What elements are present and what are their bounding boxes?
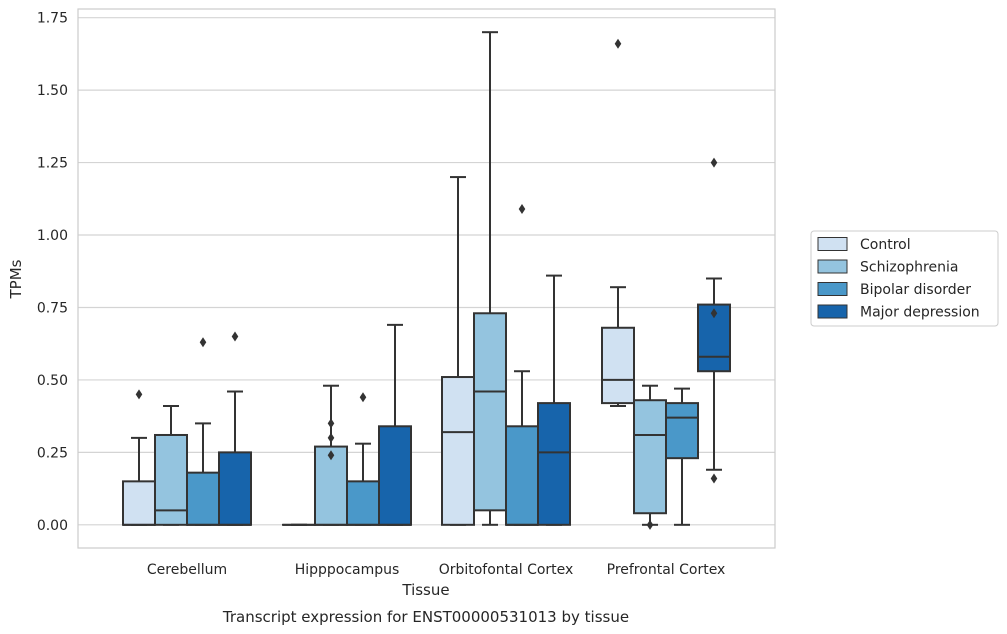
x-axis-title: Tissue [401,581,449,599]
iqr-box [186,471,220,526]
outlier-point [135,389,143,400]
box-1-2 [346,392,380,526]
legend-frame [810,230,999,327]
box-0-1 [154,405,188,526]
box-2-3 [537,274,571,526]
box-3-1 [633,384,667,530]
y-tick-label: 1.75 [37,11,68,27]
plot-frame [77,8,776,549]
outlier-point [710,308,718,319]
outlier-point [327,432,335,443]
outlier-point [614,38,622,49]
x-tick-label: Cerebellum [147,562,227,578]
y-tick-label: 0.75 [37,300,68,316]
box-3-3 [697,157,731,484]
box-3-0 [601,38,635,408]
iqr-box [537,402,571,526]
legend-swatch [817,282,848,296]
iqr-box [601,326,635,405]
outlier-point [231,331,239,342]
box-1-1 [314,384,348,526]
outlier-point [710,157,718,168]
iqr-box [665,402,699,460]
iqr-box [218,451,252,526]
legend-swatch [817,259,848,274]
x-tick-label: Prefrontal Cortex [607,562,726,578]
legend-swatch [817,304,848,319]
y-tick-label: 0.00 [37,518,68,534]
box-3-2 [665,387,699,526]
boxes-layer [122,31,731,530]
iqr-box [441,376,475,526]
outlier-point [199,337,207,348]
box-2-1 [473,31,507,526]
outlier-point [359,392,367,403]
iqr-box [633,399,667,515]
outlier-point [518,203,526,214]
y-tick-label: 1.25 [37,156,68,172]
iqr-box [122,480,156,526]
y-tick-label: 1.00 [37,228,68,244]
iqr-box [473,312,507,512]
x-tick-label: Orbitofontal Cortex [439,562,574,578]
y-tick-label: 1.50 [37,83,68,99]
x-axis: Cerebellum Hipppocampus Orbitofontal Corte… [147,562,725,578]
box-1-3 [378,323,412,526]
box-2-0 [441,176,475,526]
box-0-3 [218,331,252,526]
y-axis-title: TPMs [7,259,25,299]
x-tick-label: Hipppocampus [295,562,400,578]
y-tick-label: 0.50 [37,373,68,389]
outlier-point [327,418,335,429]
legend: Control Schizophrenia Bipolar disorder Majo… [810,230,999,327]
iqr-box [346,480,380,526]
iqr-box [154,433,188,526]
iqr-box [505,425,539,526]
y-axis: 0.00 0.25 0.50 0.75 1.00 1.25 1.50 1.75 [37,11,68,534]
legend-label: Control [860,237,911,253]
y-tick-label: 0.25 [37,445,68,461]
chart-caption: Transcript expression for ENST0000053101… [222,608,629,626]
legend-swatch [817,237,848,251]
outlier-point [646,519,654,530]
legend-label: Major depression [860,305,980,321]
legend-label: Schizophrenia [860,260,958,276]
iqr-box [378,425,412,526]
outlier-point [327,450,335,461]
legend-label: Bipolar disorder [860,282,971,298]
outlier-point [710,473,718,484]
